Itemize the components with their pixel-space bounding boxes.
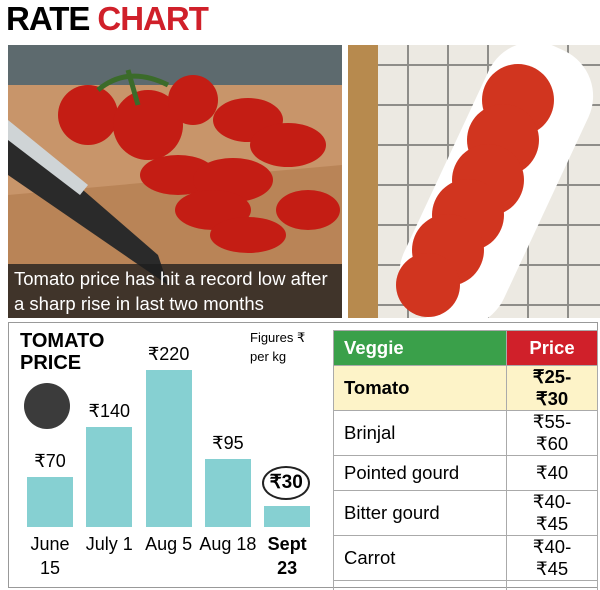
table-cell: ₹40-₹45 xyxy=(506,535,598,581)
value-label: ₹70 xyxy=(34,451,66,472)
chart-note: Figures ₹ per kg xyxy=(250,330,306,364)
value-label: ₹140 xyxy=(88,401,131,422)
chart-title: TOMATO PRICE xyxy=(20,330,105,374)
table-cell: Tomato xyxy=(333,365,507,411)
table-row: Tomato ₹25-₹30 xyxy=(333,365,598,411)
table-cell: Pointed gourd xyxy=(333,455,507,491)
bar xyxy=(27,477,73,527)
photo-caption: Tomato price has hit a record low after … xyxy=(8,264,342,318)
table-cell: Bitter gourd xyxy=(333,490,507,536)
column-header: Price xyxy=(506,330,598,366)
table-row: Pointed gourd ₹40 xyxy=(333,455,598,491)
table-row: Cabbage₹40-45 xyxy=(333,580,598,590)
salad-photo xyxy=(348,45,600,318)
table-row: Brinjal ₹55-₹60 xyxy=(333,410,598,456)
title-part: CHART xyxy=(97,0,208,37)
table-cell: Brinjal xyxy=(333,410,507,456)
panel xyxy=(8,322,598,588)
column-header: Veggie xyxy=(333,330,507,366)
table-cell: ₹25-₹30 xyxy=(506,365,598,411)
bar xyxy=(204,459,251,527)
bar xyxy=(86,427,133,527)
table-cell: Cabbage xyxy=(333,580,507,590)
title-part: RATE xyxy=(6,0,90,37)
bar xyxy=(145,370,192,527)
table-header: Veggie Price xyxy=(333,330,598,366)
x-tick-label: June 15 xyxy=(30,534,70,578)
table-cell: ₹55-₹60 xyxy=(506,410,598,456)
value-label: ₹30 xyxy=(262,465,311,500)
x-tick-label: Sept 23 xyxy=(267,534,307,578)
table-cell: ₹40 xyxy=(506,455,598,491)
value-label: ₹95 xyxy=(212,433,244,454)
table-cell: ₹40-₹45 xyxy=(506,490,598,536)
x-tick-label: Aug 18 xyxy=(199,534,257,554)
x-tick-label: July 1 xyxy=(85,534,133,554)
price-table: Veggie Price Tomato ₹25-₹30 Brinjal ₹55-₹60 P… xyxy=(333,330,598,590)
table-cell: ₹40-45 xyxy=(506,580,598,590)
bar xyxy=(264,505,311,527)
tomato-photo xyxy=(8,45,342,318)
table-row: Carrot ₹40-₹45 xyxy=(333,535,598,581)
x-tick-label: Aug 5 xyxy=(145,534,193,554)
table-cell: Carrot xyxy=(333,535,507,581)
value-label: ₹220 xyxy=(147,344,190,364)
table-row: Bitter gourd ₹40-₹45 xyxy=(333,490,598,536)
tomato-icon xyxy=(24,383,70,429)
title: RATE CHART xyxy=(6,0,209,38)
